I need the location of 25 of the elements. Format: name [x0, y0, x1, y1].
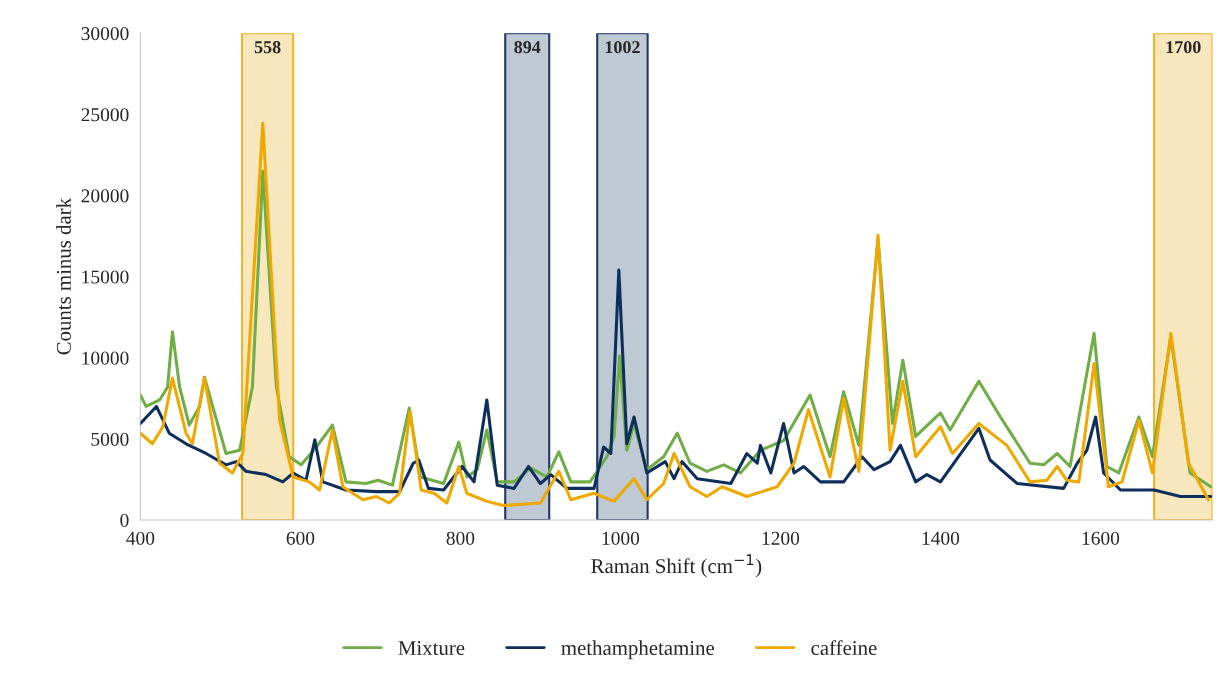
x-tick-label: 600 — [286, 531, 315, 545]
band-label: 894 — [514, 41, 541, 54]
y-tick-label: 0 — [120, 513, 129, 527]
band-label: 558 — [254, 41, 281, 54]
x-tick-label: 1200 — [762, 531, 800, 545]
legend-label: methamphetamine — [561, 640, 715, 660]
x-tick-label: 1600 — [1082, 531, 1120, 545]
y-tick-label: 10000 — [82, 351, 129, 365]
band-label: 1700 — [1166, 41, 1201, 54]
x-tick-label: 400 — [126, 531, 155, 545]
band-label: 1002 — [605, 41, 640, 54]
x-tick-label: 800 — [446, 531, 475, 545]
legend-label: Mixture — [398, 641, 465, 656]
x-tick-label: 1000 — [602, 531, 640, 545]
y-tick-label: 15000 — [82, 270, 129, 284]
line-series — [140, 268, 1213, 499]
y-tick-label: 30000 — [81, 27, 129, 41]
y-tick-label: 20000 — [81, 189, 129, 203]
y-tick-label: 5000 — [91, 432, 129, 446]
y-tick-label: 25000 — [81, 108, 129, 122]
x-tick-label: 1400 — [922, 531, 960, 545]
legend-label: caffeine — [811, 640, 877, 656]
x-axis-title: Raman Shift (cm$^{−1}$) — [591, 554, 762, 578]
y-axis-title: Counts minus dark — [56, 197, 71, 355]
line-series — [140, 121, 1210, 507]
